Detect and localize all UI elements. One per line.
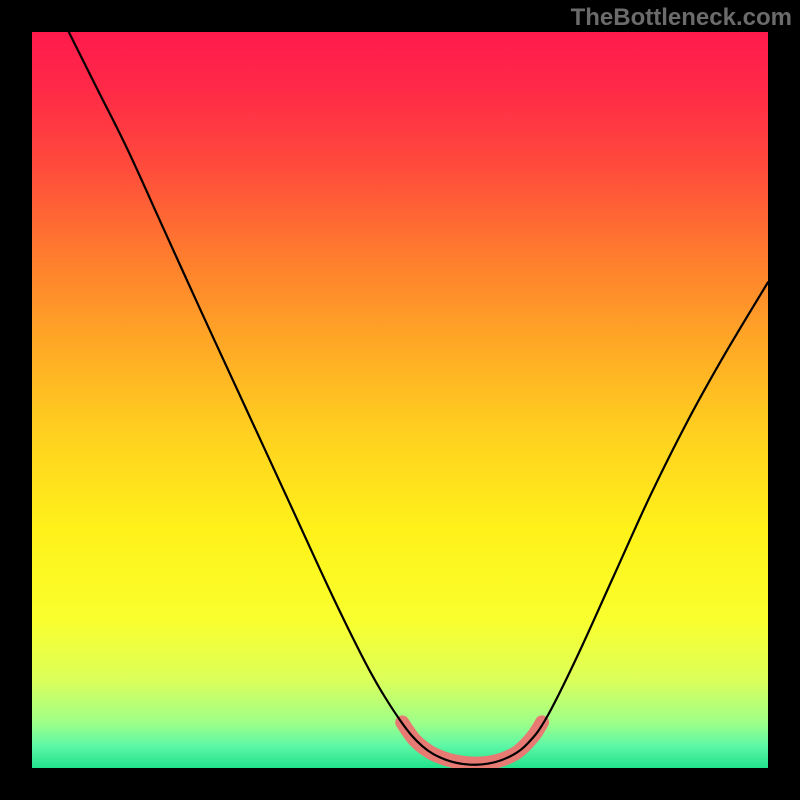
chart-background xyxy=(32,32,768,768)
watermark-text: TheBottleneck.com xyxy=(571,4,792,32)
frame-border xyxy=(0,32,32,768)
frame-border xyxy=(768,32,800,768)
bottleneck-chart xyxy=(0,0,800,800)
frame-border xyxy=(0,768,800,800)
